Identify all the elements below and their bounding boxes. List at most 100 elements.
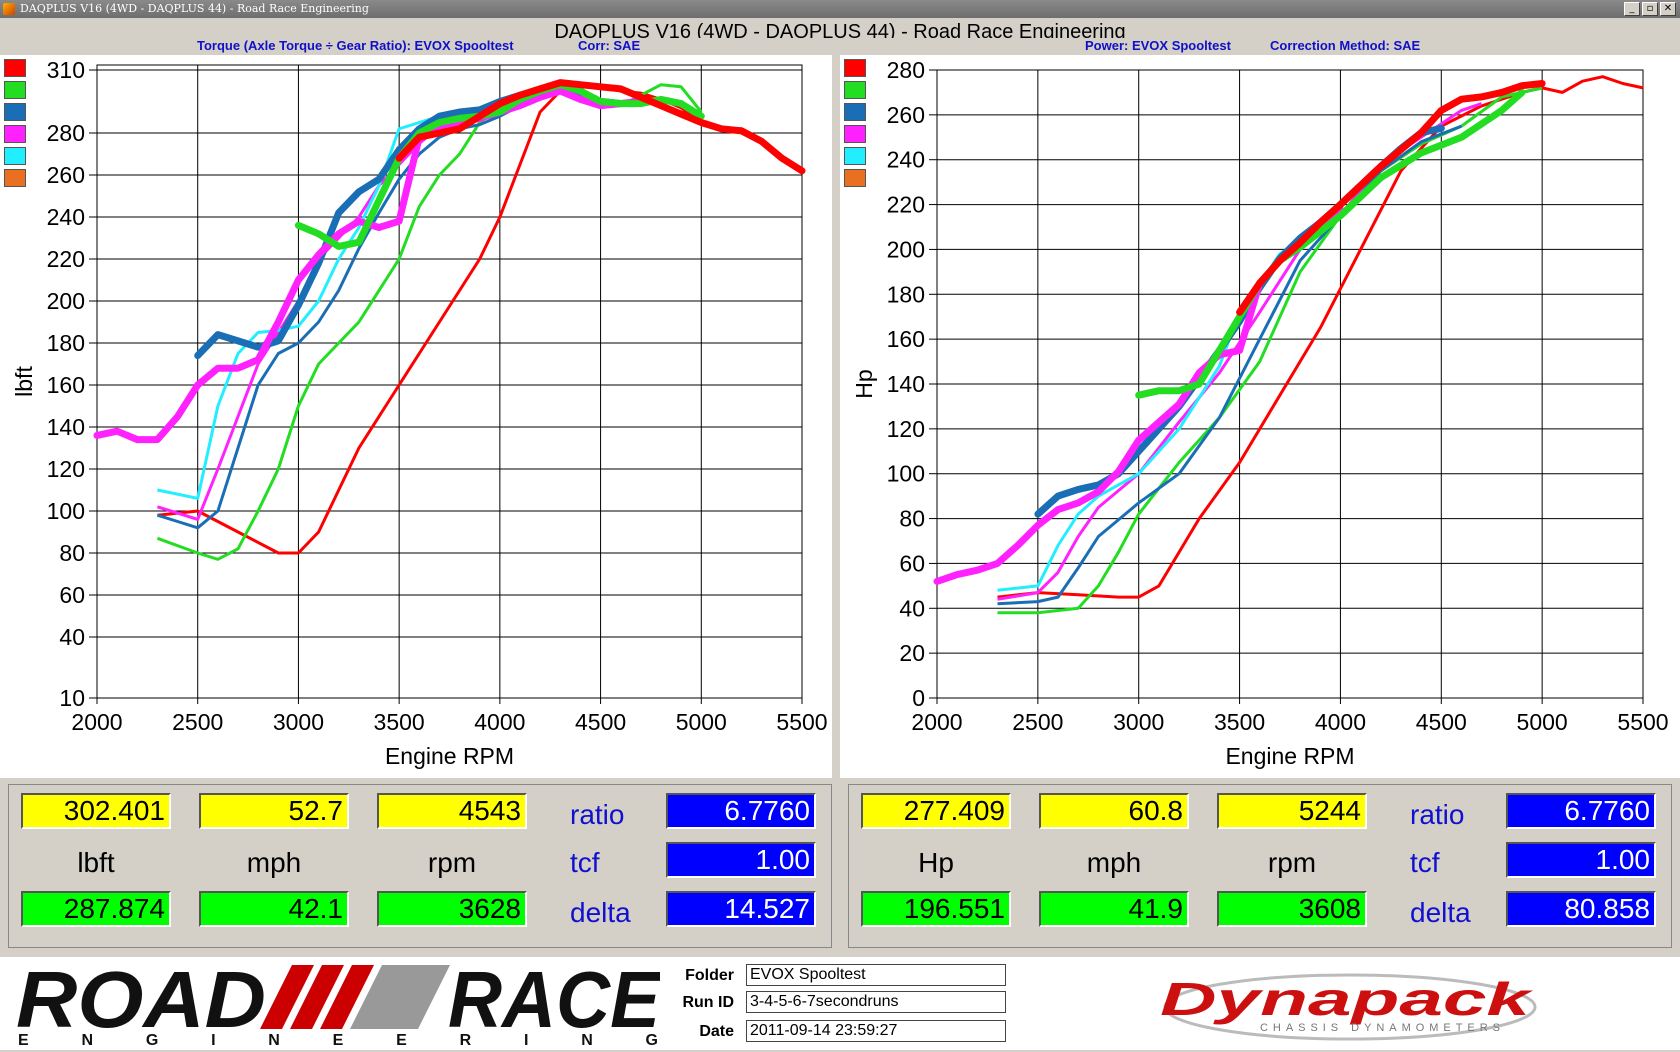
series-line — [997, 75, 1644, 599]
y-tick-label: 100 — [887, 461, 925, 487]
y-tick-label: 310 — [47, 57, 85, 83]
date-field[interactable]: 2011-09-14 23:59:27 — [746, 1020, 1006, 1042]
legend-swatch[interactable] — [844, 147, 866, 165]
x-tick-label: 5500 — [776, 709, 827, 735]
y-tick-label: 220 — [887, 192, 925, 218]
legend-swatch[interactable] — [844, 103, 866, 121]
y-tick-label: 140 — [47, 414, 85, 440]
app-icon — [3, 3, 15, 15]
y-tick-label: 160 — [47, 372, 85, 398]
power-chart-panel: 2000 2500 3000 3500 4000 4500 5000 5500 0 20 40 60 8… — [840, 55, 1680, 778]
tcf-label: tcf — [1410, 847, 1440, 878]
speed-cursor2-value: 41.9 — [1039, 891, 1189, 927]
speed-cursor1-value: 60.8 — [1039, 793, 1189, 829]
series-line — [156, 83, 703, 561]
ratio-value: 6.7760 — [1506, 793, 1656, 829]
plot-area: 2000 2500 3000 3500 4000 4500 5000 5500 310 280 26… — [11, 57, 828, 769]
plot-frame — [96, 64, 803, 699]
y-axis-label: lbft — [11, 366, 37, 397]
y-tick-label: 120 — [887, 416, 925, 442]
speed-cursor2-value: 42.1 — [199, 891, 349, 927]
power-cursor1-value: 277.409 — [861, 793, 1011, 829]
logo-road-text: ROAD — [16, 959, 266, 1044]
x-tick-label: 4000 — [1315, 709, 1366, 735]
x-tick-label: 5000 — [1517, 709, 1568, 735]
legend-swatch[interactable] — [4, 169, 26, 187]
power-chart-correction: Correction Method: SAE — [1270, 38, 1421, 53]
torque-chart-panel: 2000 2500 3000 3500 4000 4500 5000 5500 310 280 26… — [0, 55, 832, 778]
x-tick-label: 3500 — [1214, 709, 1265, 735]
power-legend — [844, 59, 866, 187]
delta-label: delta — [570, 897, 631, 928]
series-line-thick — [395, 79, 806, 175]
legend-swatch[interactable] — [4, 125, 26, 143]
y-tick-label: 240 — [887, 147, 925, 173]
ratio-label: ratio — [1410, 799, 1465, 830]
power-chart-measure: Power: EVOX Spooltest — [1085, 38, 1231, 53]
ratio-value: 6.7760 — [666, 793, 816, 829]
legend-swatch[interactable] — [844, 81, 866, 99]
legend-swatch[interactable] — [844, 169, 866, 187]
legend-swatch[interactable] — [844, 125, 866, 143]
logo-stripe — [260, 965, 314, 1029]
rpm-cursor1-value: 4543 — [377, 793, 527, 829]
x-tick-label: 2500 — [1012, 709, 1063, 735]
legend-swatch[interactable] — [4, 59, 26, 77]
window-title: DAQPLUS V16 (4WD - DAQPLUS 44) - Road Ra… — [20, 2, 369, 15]
folder-field[interactable]: EVOX Spooltest — [746, 964, 1006, 986]
tcf-label: tcf — [570, 847, 600, 878]
y-tick-label: 60 — [59, 582, 85, 608]
restore-button[interactable]: ▫ — [1642, 2, 1658, 16]
y-tick-label: 80 — [59, 540, 85, 566]
plot-frame — [936, 69, 1644, 699]
x-tick-label: 2000 — [911, 709, 962, 735]
legend-swatch[interactable] — [4, 147, 26, 165]
y-tick-label: 20 — [899, 640, 925, 666]
y-tick-label: 10 — [59, 685, 85, 711]
x-tick-label: 2000 — [71, 709, 122, 735]
speed-unit-label: mph — [1086, 847, 1142, 878]
logo-swoosh — [1163, 973, 1537, 1041]
dynapack-text: Dynapack — [1160, 973, 1534, 1025]
speed-cursor1-value: 52.7 — [199, 793, 349, 829]
close-button[interactable]: ✕ — [1660, 2, 1676, 16]
y-tick-label: 100 — [47, 498, 85, 524]
ratio-label: ratio — [570, 799, 625, 830]
y-tick-label: 260 — [887, 102, 925, 128]
rpm-unit-label: rpm — [1267, 847, 1317, 878]
x-tick-label: 3500 — [374, 709, 425, 735]
legend-swatch[interactable] — [4, 103, 26, 121]
series-line-thick — [294, 81, 705, 250]
y-tick-label: 240 — [47, 204, 85, 230]
x-tick-label: 5000 — [676, 709, 727, 735]
tcf-value: 1.00 — [1506, 842, 1656, 878]
window-titlebar[interactable]: DAQPLUS V16 (4WD - DAQPLUS 44) - Road Ra… — [0, 0, 1680, 18]
torque-readout: 302.401 52.7 4543 lbft mph rpm 287.874 4… — [8, 784, 832, 948]
tcf-value: 1.00 — [666, 842, 816, 878]
logo-stripe — [350, 965, 450, 1029]
power-unit-label: Hp — [918, 847, 954, 878]
dynapack-logo: Dynapack CHASSIS DYNAMOMETERS — [1150, 965, 1550, 1045]
document-title: DAQPLUS V16 (4WD - DAQPLUS 44) - Road Ra… — [554, 21, 1126, 38]
delta-value: 14.527 — [666, 891, 816, 927]
y-tick-label: 200 — [47, 288, 85, 314]
y-tick-label: 200 — [887, 236, 925, 262]
legend-swatch[interactable] — [4, 81, 26, 99]
speed-unit-label: mph — [246, 847, 302, 878]
minimize-button[interactable]: _ — [1624, 2, 1640, 16]
x-tick-label: 4000 — [474, 709, 525, 735]
legend-swatch[interactable] — [844, 59, 866, 77]
series-line-thick — [93, 87, 625, 444]
x-axis-label: Engine RPM — [1225, 743, 1354, 769]
y-tick-label: 280 — [47, 120, 85, 146]
y-tick-label: 80 — [899, 506, 925, 532]
run-id-field[interactable]: 3-4-5-6-7secondruns — [746, 991, 1006, 1013]
road-race-logo: ROAD RACE E N G I N E E R I N G — [10, 955, 662, 1049]
y-axis-label: Hp — [851, 369, 877, 398]
logo-stripe — [290, 965, 344, 1029]
delta-label: delta — [1410, 897, 1471, 928]
y-tick-label: 260 — [47, 162, 85, 188]
folder-label: Folder — [685, 967, 734, 984]
x-axis-label: Engine RPM — [385, 743, 514, 769]
rpm-cursor2-value: 3608 — [1217, 891, 1367, 927]
